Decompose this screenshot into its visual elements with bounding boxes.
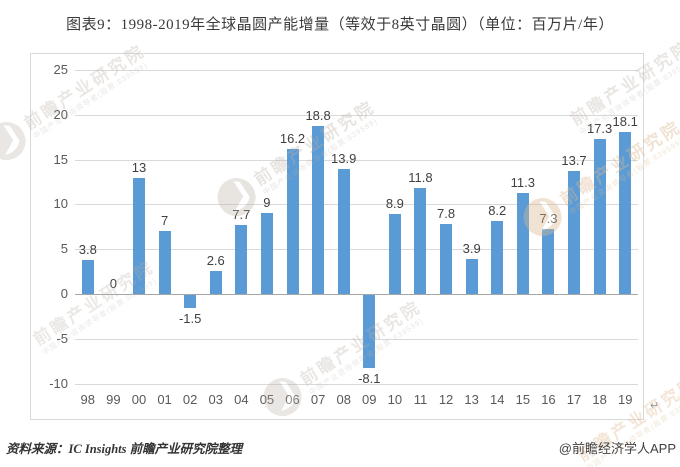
bar-09 — [363, 295, 376, 368]
x-tick-label-10: 10 — [387, 392, 403, 407]
y-tick-label: 15 — [53, 152, 68, 167]
data-label-13: 3.9 — [462, 241, 481, 256]
data-label-17: 13.7 — [561, 153, 587, 168]
x-tick-label-16: 16 — [541, 392, 556, 407]
x-tick-label-09: 09 — [362, 392, 377, 407]
source-note: 资料来源：IC Insights 前瞻产业研究院整理 — [6, 442, 243, 456]
bar-19 — [619, 131, 632, 294]
paragraph-mark-icon: ↵ — [650, 400, 660, 412]
x-tick-label-99: 99 — [106, 392, 121, 407]
x-tick-label-02: 02 — [182, 392, 198, 407]
gridline — [75, 339, 638, 340]
x-tick-label-19: 19 — [617, 392, 633, 407]
gridline — [75, 70, 638, 71]
bar-17 — [568, 171, 581, 295]
bar-01 — [158, 231, 171, 295]
bar-04 — [235, 225, 248, 294]
x-axis-line — [75, 294, 638, 295]
data-label-99: 0 — [109, 276, 117, 291]
credit-note: @前瞻经济学人APP — [558, 441, 676, 456]
x-tick-label-03: 03 — [208, 392, 223, 407]
data-label-07: 18.8 — [305, 108, 331, 123]
bar-98 — [81, 259, 94, 294]
bar-18 — [593, 138, 606, 294]
data-label-02: -1.5 — [178, 311, 202, 326]
bar-03 — [209, 270, 222, 294]
bar-08 — [337, 169, 350, 295]
bar-07 — [312, 125, 325, 294]
bar-16 — [542, 228, 555, 294]
x-tick-label-07: 07 — [310, 392, 326, 407]
data-label-00: 13 — [131, 160, 147, 175]
data-label-06: 16.2 — [279, 131, 306, 146]
bar-13 — [465, 259, 478, 295]
y-tick-label: -5 — [56, 331, 68, 346]
plot-area — [30, 53, 644, 420]
x-tick-label-17: 17 — [566, 392, 582, 407]
bar-15 — [516, 192, 529, 294]
data-label-16: 7.3 — [539, 211, 558, 226]
x-tick-label-00: 00 — [131, 392, 147, 407]
x-tick-label-14: 14 — [490, 392, 505, 407]
data-label-08: 13.9 — [331, 151, 357, 166]
x-tick-label-13: 13 — [464, 392, 479, 407]
bar-12 — [440, 224, 453, 295]
x-tick-label-01: 01 — [157, 392, 172, 407]
gridline — [75, 384, 638, 385]
gridline — [75, 249, 638, 250]
data-label-18: 17.3 — [586, 121, 613, 136]
y-tick-label: 10 — [53, 196, 68, 211]
x-tick-label-05: 05 — [259, 392, 275, 407]
y-tick-label: 0 — [60, 286, 68, 301]
gridline — [75, 115, 638, 116]
bar-00 — [132, 177, 145, 294]
data-label-03: 2.6 — [206, 253, 225, 268]
data-label-01: 7 — [160, 213, 169, 228]
y-tick-label: 25 — [53, 62, 68, 77]
x-tick-label-08: 08 — [336, 392, 351, 407]
data-label-14: 8.2 — [488, 203, 507, 218]
y-tick-label: 20 — [53, 107, 68, 122]
gridline — [75, 204, 638, 205]
x-tick-label-06: 06 — [285, 392, 300, 407]
bar-06 — [286, 148, 299, 294]
data-label-19: 18.1 — [612, 114, 638, 129]
data-label-11: 11.8 — [408, 170, 433, 185]
data-label-09: -8.1 — [358, 371, 381, 386]
chart-title: 图表9：1998-2019年全球晶圆产能增量（等效于8英寸晶圆）（单位：百万片/… — [66, 17, 614, 33]
bar-11 — [414, 188, 427, 295]
x-tick-label-04: 04 — [234, 392, 249, 407]
bar-02 — [184, 295, 197, 308]
data-label-98: 3.8 — [78, 242, 97, 257]
y-tick-label: -10 — [49, 376, 68, 391]
data-label-10: 8.9 — [385, 196, 404, 211]
x-tick-label-12: 12 — [438, 392, 454, 407]
x-tick-label-15: 15 — [515, 392, 531, 407]
bar-14 — [491, 220, 504, 294]
data-label-04: 7.7 — [232, 207, 251, 222]
x-tick-label-98: 98 — [80, 392, 96, 407]
bar-05 — [260, 213, 273, 295]
data-label-15: 11.3 — [510, 175, 535, 190]
gridline — [75, 160, 638, 161]
bar-10 — [388, 214, 401, 295]
y-tick-label: 5 — [60, 241, 68, 256]
x-tick-label-18: 18 — [592, 392, 607, 407]
data-label-05: 9 — [263, 195, 271, 210]
x-tick-label-11: 11 — [413, 392, 428, 407]
data-label-12: 7.8 — [437, 206, 456, 221]
